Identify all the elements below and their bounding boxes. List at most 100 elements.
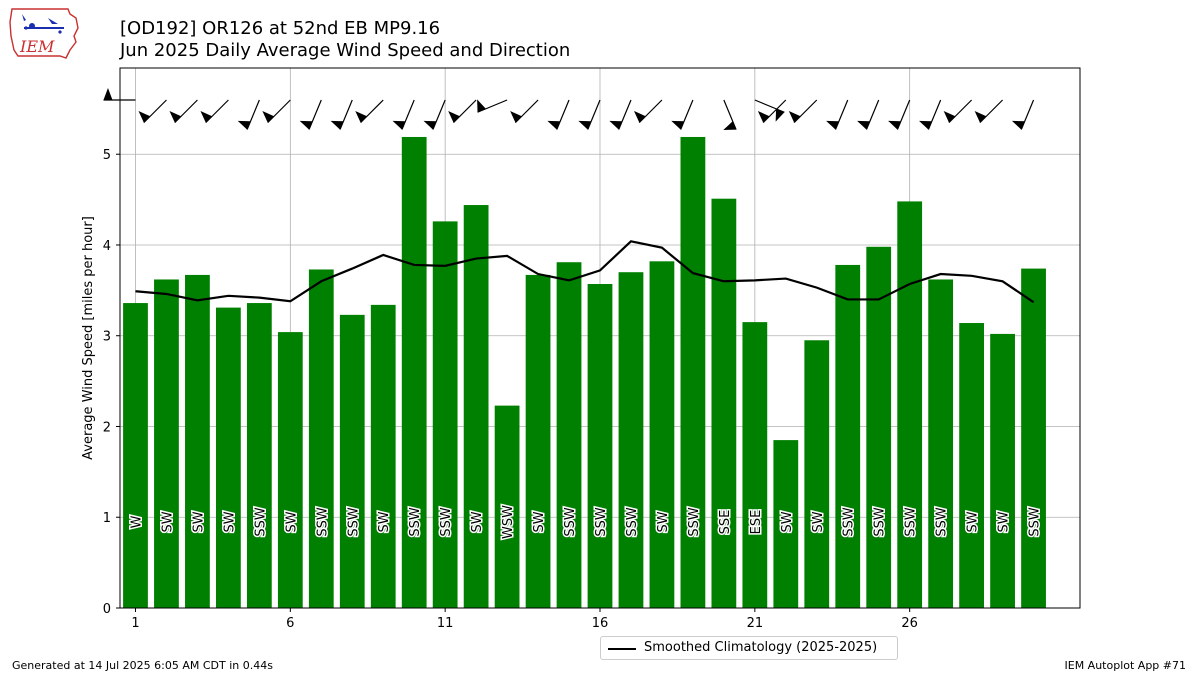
wind-barb-day-25	[857, 99, 880, 130]
direction-label-day-21: ESE	[749, 510, 764, 535]
wind-barb-day-26	[888, 99, 911, 130]
direction-label-day-2: SW	[160, 511, 175, 532]
direction-label-day-13: WSW	[501, 505, 516, 539]
y-axis-label: Average Wind Speed [miles per hour]	[81, 216, 96, 460]
bar-day-20	[711, 198, 737, 608]
wind-barb-day-15	[547, 99, 570, 130]
bar-day-22	[773, 440, 799, 608]
bar-day-28	[959, 323, 984, 608]
bar-day-15	[556, 262, 582, 608]
wind-barb-day-27	[919, 99, 942, 130]
bar-day-26	[897, 201, 923, 609]
wind-barb-day-9	[355, 99, 384, 124]
direction-label-day-27: SSW	[935, 507, 950, 537]
direction-label-day-18: SW	[656, 511, 671, 532]
direction-label-day-28: SW	[966, 511, 981, 532]
wind-barb-day-29	[974, 99, 1004, 124]
direction-label-day-16: SSW	[594, 507, 609, 537]
direction-label-day-12: SW	[470, 511, 485, 532]
y-tick-label: 5	[103, 148, 111, 163]
generated-timestamp: Generated at 14 Jul 2025 6:05 AM CDT in …	[12, 659, 273, 672]
x-tick-label: 16	[592, 616, 609, 631]
wind-barb-day-4	[200, 99, 229, 124]
bar-day-11	[432, 221, 458, 608]
climatology-polyline	[135, 240, 1035, 304]
wind-barb-day-13	[477, 99, 508, 113]
bar-day-30	[1021, 268, 1046, 608]
x-tick-label: 21	[747, 616, 764, 631]
wind-barb-day-19	[671, 99, 694, 130]
y-tick-label: 3	[103, 330, 111, 345]
bar-day-12	[463, 205, 489, 608]
wind-barb-day-28	[943, 99, 973, 124]
bar-day-7	[308, 269, 334, 608]
y-tick-label: 2	[103, 420, 111, 435]
wind-barb-day-12	[448, 99, 477, 124]
wind-barb-day-22	[757, 99, 787, 124]
wind-barb-day-14	[510, 99, 539, 124]
wind-barb-day-5	[237, 99, 260, 130]
bars	[123, 136, 1046, 609]
wind-barb-day-10	[392, 99, 415, 130]
bar-day-4	[216, 307, 241, 608]
bar-day-17	[618, 272, 644, 608]
wind-barb-day-20	[723, 99, 737, 130]
wind-barb-day-16	[578, 99, 601, 130]
bar-day-29	[990, 333, 1015, 608]
wind-barb-day-30	[1011, 99, 1035, 130]
direction-label-day-14: SW	[532, 511, 547, 532]
y-tick-label: 0	[103, 602, 111, 617]
direction-label-day-3: SW	[191, 511, 206, 532]
direction-label-day-6: SW	[284, 511, 299, 532]
logo-text: IEM	[19, 37, 55, 56]
wind-barb-day-17	[609, 99, 632, 130]
wind-barbs	[103, 88, 1035, 130]
bar-day-13	[494, 405, 520, 608]
direction-labels: W SW SW SW SSW SW SSW SSW SW SSW SSW SW WSW SW SSW SSW S…	[128, 503, 1044, 540]
y-tick-label: 1	[103, 511, 111, 526]
direction-label-day-19: SSW	[687, 507, 702, 537]
direction-label-day-11: SSW	[439, 507, 454, 537]
wind-barb-day-3	[169, 99, 198, 124]
direction-label-day-1: W	[129, 515, 144, 528]
bar-day-23	[804, 340, 830, 608]
bar-day-14	[525, 274, 551, 608]
direction-label-day-30: SSW	[1028, 507, 1043, 537]
x-tick-label: 1	[131, 616, 139, 631]
bar-day-8	[339, 314, 365, 608]
bar-day-5	[246, 303, 272, 608]
legend-label: Smoothed Climatology (2025-2025)	[644, 640, 878, 655]
bar-day-24	[835, 264, 861, 608]
direction-label-day-5: SSW	[253, 507, 268, 537]
x-tick-label: 6	[286, 616, 294, 631]
wind-barb-day-21	[754, 99, 785, 122]
climatology-line	[135, 240, 1035, 304]
direction-label-day-17: SSW	[625, 507, 640, 537]
direction-label-day-26: SSW	[904, 507, 919, 537]
legend: Smoothed Climatology (2025-2025)	[600, 636, 898, 660]
bar-day-6	[277, 332, 303, 608]
direction-label-day-24: SSW	[842, 507, 857, 537]
chart-subtitle: Jun 2025 Daily Average Wind Speed and Di…	[120, 40, 571, 61]
bar-day-21	[742, 322, 768, 608]
chart-title: [OD192] OR126 at 52nd EB MP9.16	[120, 18, 441, 39]
y-tick-label: 4	[103, 239, 111, 254]
bar-day-18	[649, 261, 675, 608]
direction-label-day-25: SSW	[873, 507, 888, 537]
direction-label-day-23: SW	[811, 511, 826, 532]
x-tick-label: 26	[901, 616, 918, 631]
bar-day-2	[154, 279, 179, 608]
wind-barb-day-6	[262, 99, 291, 124]
direction-label-day-15: SSW	[563, 507, 578, 537]
direction-label-day-4: SW	[222, 511, 237, 532]
wind-barb-day-18	[634, 99, 663, 124]
direction-label-day-10: SSW	[408, 507, 423, 537]
wind-barb-day-7	[299, 99, 322, 130]
wind-barb-day-11	[423, 99, 446, 130]
wind-barb-day-23	[788, 99, 818, 124]
bar-day-3	[185, 274, 210, 608]
direction-label-day-9: SW	[377, 511, 392, 532]
bar-day-19	[680, 136, 706, 608]
direction-label-day-20: SSE	[718, 510, 733, 535]
